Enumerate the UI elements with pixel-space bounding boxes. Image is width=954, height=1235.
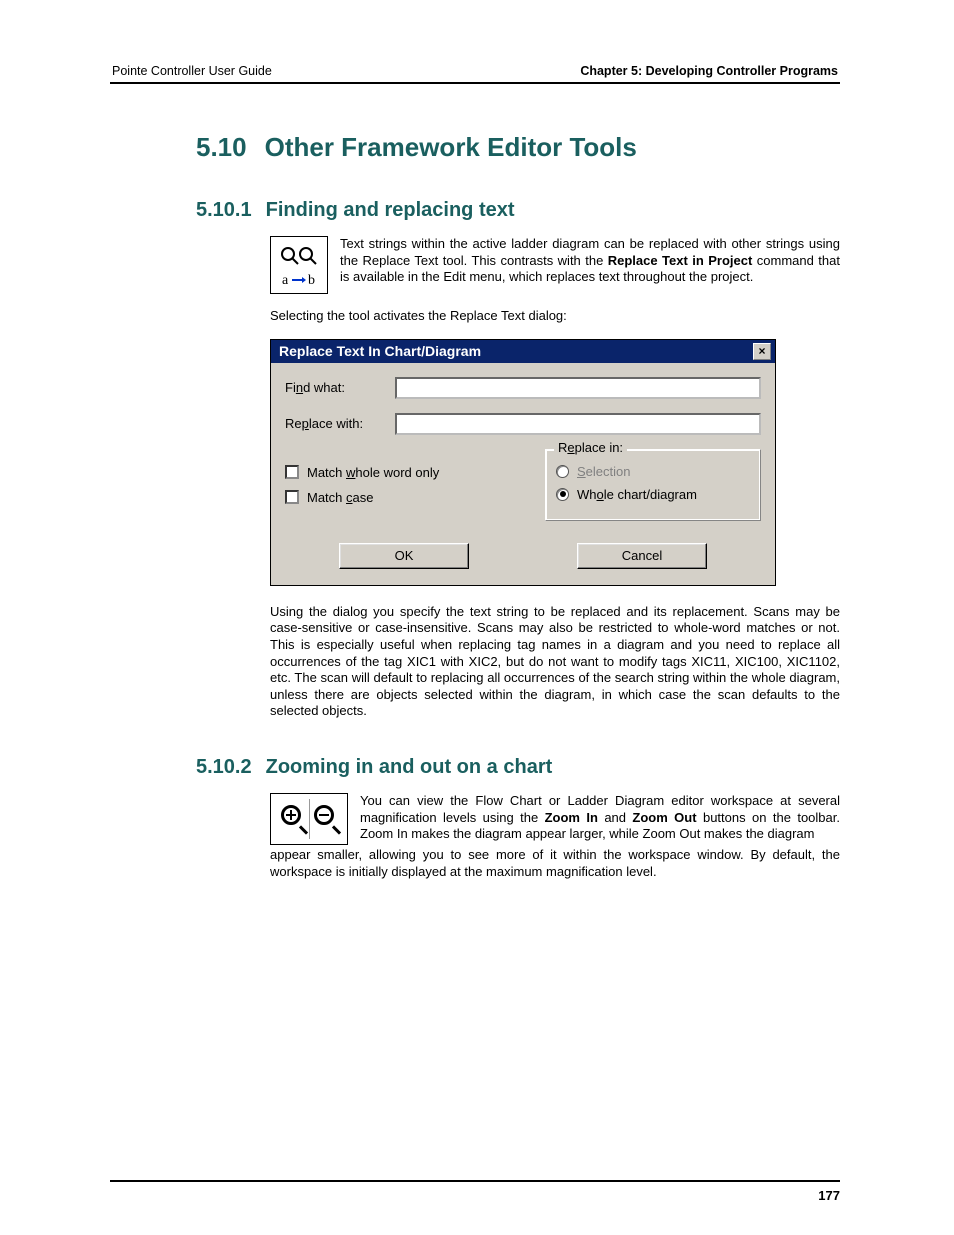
- running-header: Pointe Controller User Guide Chapter 5: …: [110, 64, 840, 82]
- page-number: 177: [110, 1188, 840, 1203]
- header-left: Pointe Controller User Guide: [112, 64, 272, 78]
- checkbox-icon: [285, 490, 299, 504]
- match-case-label: Match case: [307, 490, 373, 505]
- sub1-para1: Text strings within the active ladder di…: [340, 236, 840, 294]
- subsection-2-number: 5.10.2: [196, 756, 252, 779]
- section-title: Other Framework Editor Tools: [265, 132, 637, 163]
- sub1-para2: Selecting the tool activates the Replace…: [270, 308, 840, 325]
- dialog-title: Replace Text In Chart/Diagram: [279, 343, 481, 359]
- sub1-para3: Using the dialog you specify the text st…: [270, 604, 840, 720]
- header-right: Chapter 5: Developing Controller Program…: [580, 64, 838, 78]
- radio-selection: Selection: [556, 464, 750, 479]
- find-what-input[interactable]: [395, 377, 761, 399]
- radio-icon: [556, 465, 569, 478]
- replace-with-input[interactable]: [395, 413, 761, 435]
- radio-whole-chart[interactable]: Whole chart/diagram: [556, 487, 750, 502]
- dialog-titlebar: Replace Text In Chart/Diagram ×: [271, 340, 775, 363]
- sub2-para-rest: appear smaller, allowing you to see more…: [270, 847, 840, 880]
- zoom-icons: [270, 793, 348, 845]
- checkbox-icon: [285, 465, 299, 479]
- radio-icon: [556, 488, 569, 501]
- section-heading: 5.10 Other Framework Editor Tools: [196, 132, 840, 163]
- replace-in-legend: Replace in:: [554, 440, 627, 455]
- svg-text:b: b: [308, 273, 315, 288]
- ok-button[interactable]: OK: [339, 543, 469, 569]
- subsection-1-title: Finding and replacing text: [266, 199, 515, 222]
- replace-in-groupbox: Replace in: Selection Whole chart/diagra…: [545, 449, 761, 521]
- zoom-out-icon: [312, 805, 340, 833]
- subsection-1-heading: 5.10.1 Finding and replacing text: [196, 199, 840, 222]
- radio-selection-label: Selection: [577, 464, 630, 479]
- subsection-2-title: Zooming in and out on a chart: [266, 756, 553, 779]
- radio-whole-chart-label: Whole chart/diagram: [577, 487, 697, 502]
- subsection-2-heading: 5.10.2 Zooming in and out on a chart: [196, 756, 840, 779]
- match-whole-word-label: Match whole word only: [307, 465, 439, 480]
- replace-text-icon: a b: [270, 236, 328, 294]
- close-icon[interactable]: ×: [753, 343, 771, 360]
- subsection-1-number: 5.10.1: [196, 199, 252, 222]
- match-whole-word-checkbox[interactable]: Match whole word only: [285, 465, 545, 480]
- header-rule: [110, 82, 840, 84]
- cancel-button[interactable]: Cancel: [577, 543, 707, 569]
- replace-with-label: Replace with:: [285, 416, 395, 431]
- footer-rule: [110, 1180, 840, 1182]
- sub2-para-wrapped: You can view the Flow Chart or Ladder Di…: [360, 793, 840, 845]
- replace-text-dialog: Replace Text In Chart/Diagram × Find wha…: [270, 339, 776, 586]
- section-number: 5.10: [196, 132, 247, 163]
- svg-text:a: a: [282, 273, 289, 288]
- find-what-label: Find what:: [285, 380, 395, 395]
- zoom-in-icon: [279, 805, 307, 833]
- match-case-checkbox[interactable]: Match case: [285, 490, 545, 505]
